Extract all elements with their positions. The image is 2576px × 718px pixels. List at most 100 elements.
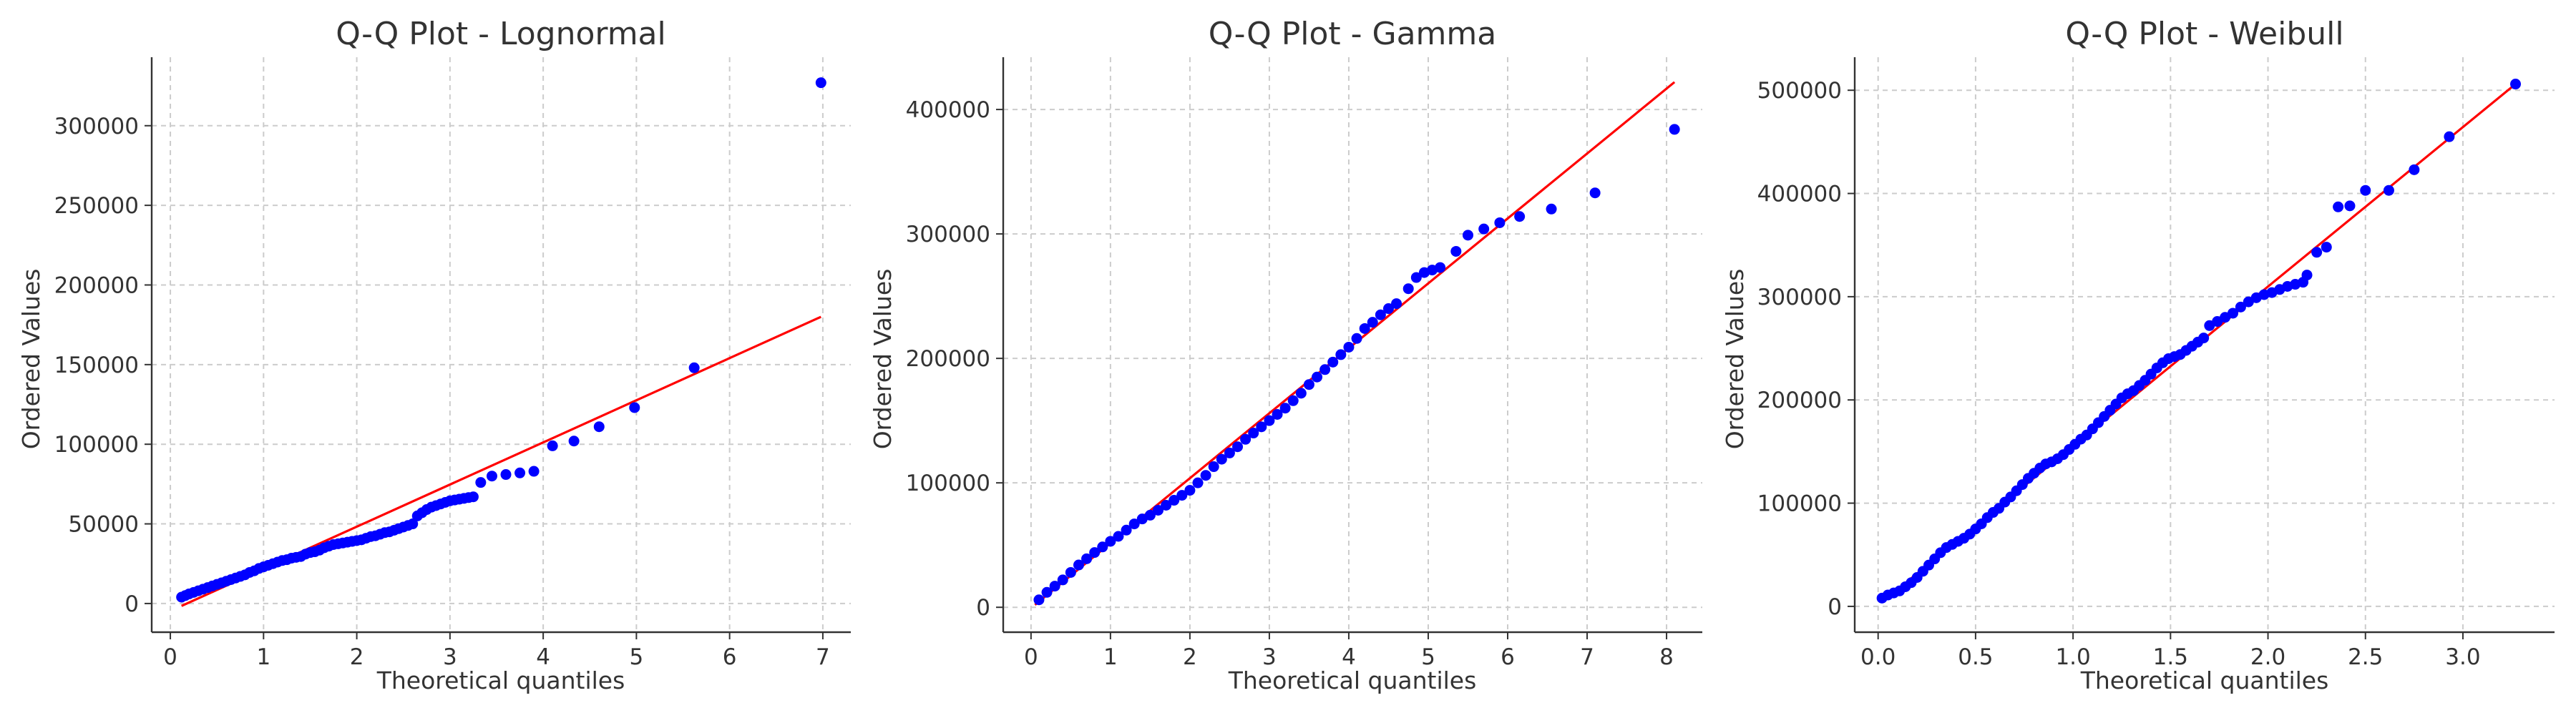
data-point [1514,211,1526,222]
x-tick-label: 1 [1103,644,1118,670]
data-point [1144,509,1156,521]
data-point [1494,217,1506,228]
data-point [2510,79,2522,90]
data-point [1546,203,1557,215]
data-point [486,471,497,482]
x-tick-label: 2.0 [2250,644,2285,670]
data-point [1264,415,1275,426]
data-point [475,477,487,488]
data-point [1402,283,1414,295]
y-tick-label: 0 [1828,594,1842,620]
data-point [1152,504,1163,516]
x-tick-label: 3.0 [2445,644,2480,670]
data-point [1089,547,1101,559]
panel-lognormal: Q-Q Plot - Lognormal Theoretical quantil… [17,16,851,694]
y-tick-label: 100000 [1757,491,1842,517]
y-tick-label: 500000 [1757,78,1842,104]
data-point [2444,131,2455,142]
data-point [1272,408,1283,420]
y-tick-label: 150000 [54,353,139,378]
y-tick-label: 300000 [54,114,139,139]
data-point [1303,379,1314,390]
data-point [1121,524,1132,536]
y-axis-label: Ordered Values [1721,269,1749,450]
data-points [176,77,826,603]
data-point [2321,242,2332,253]
x-tick-label: 1.0 [2055,644,2090,670]
y-tick-label: 200000 [1757,388,1842,413]
data-point [2235,301,2246,313]
data-point [500,469,512,481]
data-point [1295,388,1307,399]
x-tick-label: 0.0 [1860,644,1896,670]
x-tick-label: 0 [1024,644,1038,670]
data-point [1248,428,1259,439]
data-point [1382,303,1394,315]
data-point [1097,541,1108,553]
y-tick-label: 400000 [906,97,990,123]
data-point [1161,499,1172,511]
data-point [1128,518,1140,530]
data-points [1033,124,1680,606]
x-tick-label: 5 [630,644,644,670]
data-point [2198,333,2210,344]
y-tick-label: 0 [125,591,139,617]
x-tick-label: 7 [1580,644,1594,670]
data-point [1256,421,1267,433]
data-point [2344,200,2356,212]
data-point [1041,586,1053,598]
x-tick-label: 5 [1421,644,1435,670]
y-axis-label: Ordered Values [869,269,897,450]
x-tick-label: 0 [163,644,177,670]
data-point [1335,349,1347,360]
data-point [2311,247,2323,258]
data-point [1113,531,1124,542]
x-tick-label: 7 [816,644,830,670]
x-tick-label: 8 [1659,644,1674,670]
data-point [1049,581,1060,592]
x-axis-label: Theoretical quantiles [2080,667,2329,694]
data-point [1327,356,1339,368]
data-point [547,440,558,451]
data-point [1192,477,1204,488]
data-point [2228,308,2239,319]
data-point [2409,164,2420,175]
data-point [568,436,580,447]
data-point [1184,485,1196,496]
data-point [2333,201,2344,212]
data-point [1033,594,1045,606]
data-point [1343,341,1355,353]
data-point [1312,371,1323,383]
y-tick-label: 0 [976,595,990,621]
x-tick-label: 1.5 [2153,644,2188,670]
x-tick-label: 0.5 [1958,644,1993,670]
y-tick-label: 250000 [54,193,139,219]
data-point [1450,245,1462,257]
y-tick-label: 400000 [1757,182,1842,207]
data-point [1589,187,1601,199]
y-tick-label: 50000 [68,512,139,538]
x-tick-label: 3 [443,644,457,670]
data-point [1478,223,1490,235]
grid [1855,57,2555,632]
y-tick-label: 100000 [54,432,139,458]
data-point [815,77,826,89]
data-point [1367,317,1378,328]
data-point [1208,461,1219,473]
data-point [1224,447,1235,458]
x-tick-label: 2 [1183,644,1197,670]
data-point [2301,270,2313,281]
data-point [1200,470,1211,481]
data-point [1435,262,1446,273]
x-tick-label: 2 [350,644,364,670]
x-tick-label: 6 [723,644,737,670]
data-point [1081,553,1093,564]
data-point [1279,403,1291,414]
y-tick-label: 200000 [906,346,990,372]
x-axis-label: Theoretical quantiles [1228,667,1477,694]
panel-gamma: Q-Q Plot - Gamma Theoretical quantiles O… [869,16,1702,694]
data-point [514,467,526,478]
y-axis-label: Ordered Values [17,269,45,450]
